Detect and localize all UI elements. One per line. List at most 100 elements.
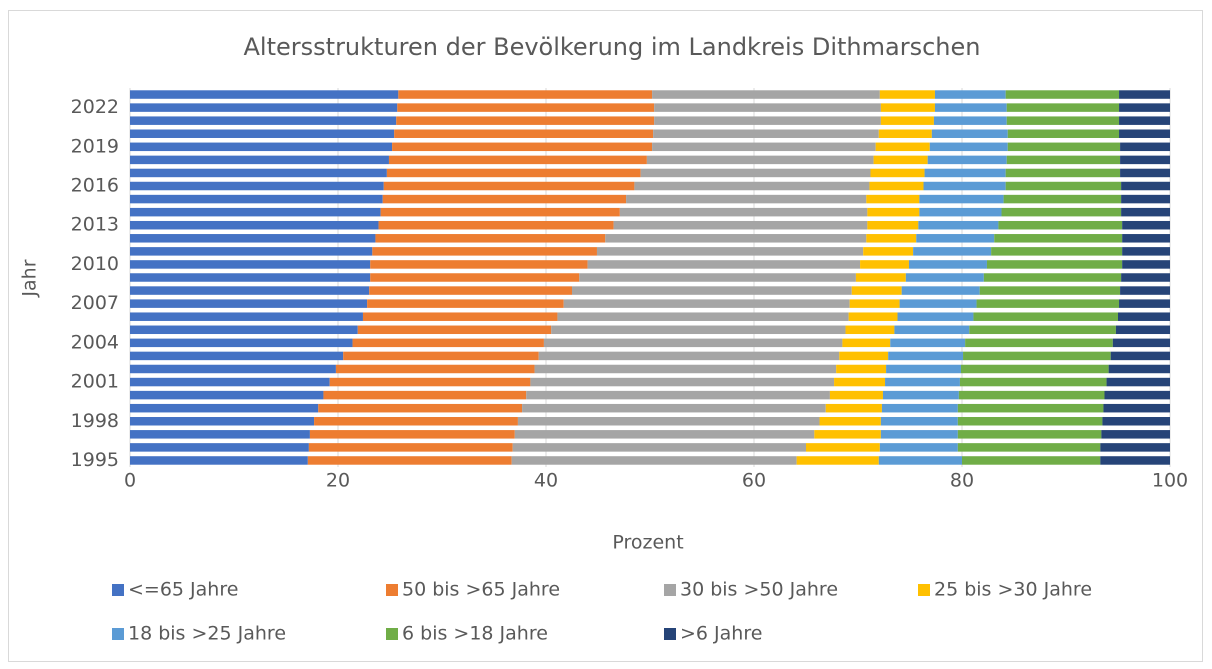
bar-segment: [836, 364, 887, 374]
bar-segment: [888, 351, 964, 361]
x-axis-label: Prozent: [612, 532, 683, 554]
bar-segment: [960, 364, 1109, 374]
bar-segment: [543, 338, 843, 348]
y-tick-label: 1998: [71, 410, 119, 432]
bar-segment: [517, 417, 820, 426]
bar-segment: [335, 364, 535, 374]
bar-segment: [130, 260, 371, 269]
bar-segment: [829, 390, 883, 400]
y-tick-label: 2022: [71, 96, 119, 118]
bar-segment: [1120, 286, 1170, 295]
bar-segment: [901, 286, 980, 295]
bar-segment: [882, 390, 959, 400]
bar-segment: [873, 155, 928, 165]
legend-label: 18 bis >25 Jahre: [128, 623, 286, 645]
bar-segment: [1122, 247, 1170, 256]
bar-segment: [397, 103, 655, 112]
bar-segment: [933, 116, 1007, 125]
bar-segment: [396, 116, 655, 125]
bar-segment: [834, 377, 886, 387]
legend-swatch: [386, 628, 398, 640]
legend-label: <=65 Jahre: [128, 579, 238, 601]
bar-segment: [557, 312, 849, 321]
bar-segment: [654, 116, 881, 125]
bar-segment: [130, 116, 397, 125]
bar-segment: [375, 234, 606, 243]
bar-segment: [640, 168, 871, 178]
bar-segment: [130, 443, 309, 452]
bar-segment: [130, 155, 389, 165]
legend-swatch: [386, 584, 398, 596]
bar-segment: [1118, 312, 1170, 321]
bar-segment: [924, 168, 1006, 178]
bar-segment: [654, 103, 881, 112]
bar-segment: [130, 207, 381, 217]
bar-segment: [130, 103, 398, 112]
bar-segment: [1007, 142, 1121, 152]
bar-segment: [130, 90, 399, 99]
bar-segment: [308, 443, 513, 452]
bar-segment: [309, 430, 515, 439]
y-tick-label: 2019: [71, 135, 119, 157]
bar-segment: [916, 234, 995, 243]
bar-segment: [130, 129, 395, 138]
bar-segment: [130, 312, 363, 321]
x-tick-label: 80: [950, 470, 974, 492]
bar-segment: [130, 456, 308, 465]
bar-segment: [1112, 338, 1170, 348]
bar-segment: [130, 273, 371, 282]
bar-segment: [130, 390, 324, 400]
x-tick-label: 0: [124, 470, 136, 492]
bar-segment: [1121, 194, 1170, 204]
y-tick-label: 2010: [71, 253, 119, 275]
bar-segment: [983, 273, 1122, 282]
bar-segment: [551, 325, 846, 335]
bar-segment: [367, 299, 564, 308]
bar-segment: [563, 299, 850, 308]
bar-segment: [934, 90, 1006, 99]
bar-segment: [1122, 260, 1170, 269]
bar-segment: [1120, 168, 1170, 178]
bar-segment: [878, 456, 962, 465]
bar-segment: [511, 456, 797, 465]
bar-segment: [613, 220, 868, 230]
bar-segment: [130, 181, 384, 191]
bar-segment: [894, 325, 970, 335]
bar-segment: [1006, 155, 1121, 165]
bar-segment: [986, 260, 1123, 269]
bar-segment: [596, 247, 864, 256]
bar-segment: [130, 417, 315, 426]
x-tick-label: 20: [326, 470, 350, 492]
bar-segment: [867, 220, 919, 230]
bar-segment: [130, 220, 379, 230]
bar-segment: [383, 181, 635, 191]
bar-segment: [969, 325, 1116, 335]
bar-segment: [619, 207, 868, 217]
y-tick-label: 2007: [71, 292, 119, 314]
bar-segment: [1119, 129, 1170, 138]
bar-segment: [514, 430, 815, 439]
bar-segment: [1120, 155, 1170, 165]
bar-segment: [370, 273, 580, 282]
bar-segment: [931, 129, 1008, 138]
bar-segment: [908, 260, 987, 269]
bar-segment: [842, 338, 891, 348]
legend-swatch: [664, 628, 676, 640]
bar-segment: [905, 273, 984, 282]
bar-segment: [839, 351, 889, 361]
bar-segment: [1003, 194, 1122, 204]
bar-segment: [866, 194, 920, 204]
legend-label: 6 bis >18 Jahre: [402, 623, 548, 645]
bar-segment: [130, 377, 330, 387]
y-tick-label: 2004: [71, 331, 119, 353]
bar-segment: [130, 194, 383, 204]
bar-segment: [653, 129, 879, 138]
bar-segment: [879, 443, 958, 452]
bar-segment: [851, 286, 902, 295]
bar-segment: [130, 430, 310, 439]
legend-swatch: [664, 584, 676, 596]
bar-segment: [369, 286, 572, 295]
bar-segment: [526, 390, 830, 400]
bar-segment: [806, 443, 880, 452]
